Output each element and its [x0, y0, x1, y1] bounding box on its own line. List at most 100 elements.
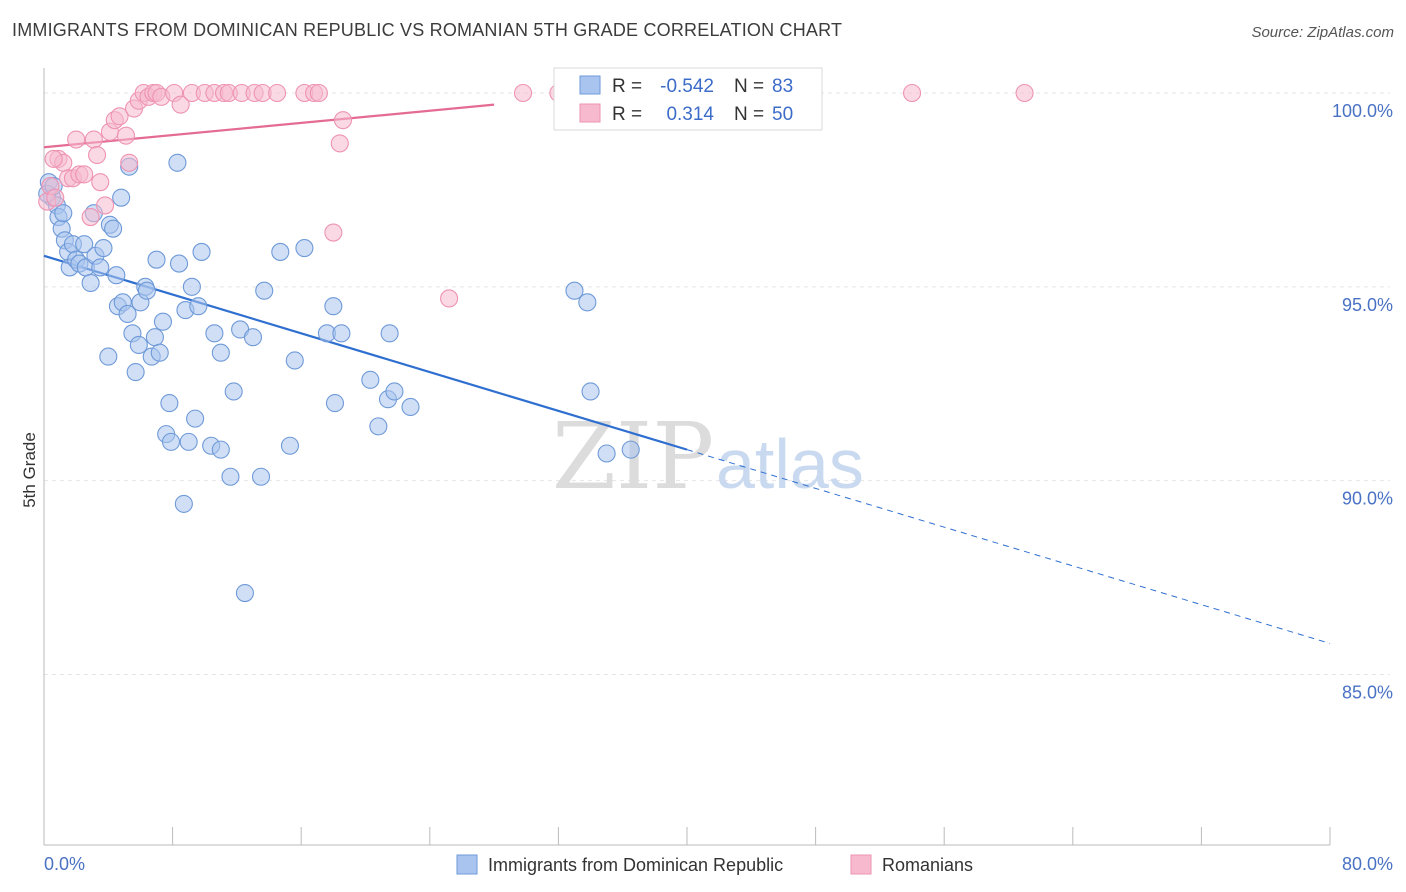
point-romanian	[110, 107, 129, 126]
point-dominican	[224, 382, 243, 401]
point-romanian	[333, 111, 353, 130]
point-dominican	[280, 436, 299, 455]
point-dominican	[361, 370, 380, 389]
point-romanian	[84, 130, 103, 149]
point-dominican	[271, 242, 290, 261]
y-tick-label: 90.0%	[1342, 489, 1393, 509]
point-dominican	[597, 444, 616, 463]
point-dominican	[189, 297, 208, 316]
series-legend-swatch-blue	[456, 854, 478, 875]
point-dominican	[578, 293, 597, 312]
x-tick-label: 80.0%	[1342, 854, 1393, 874]
point-dominican	[129, 335, 148, 355]
point-dominican	[251, 467, 271, 486]
legend-r-label-pink: R =	[612, 104, 642, 125]
point-romanian	[91, 173, 110, 192]
legend-r-value-pink: 0.314	[666, 104, 714, 125]
point-romanian	[81, 207, 100, 227]
point-romanian	[75, 165, 94, 184]
point-romanian	[120, 153, 139, 172]
y-tick-labels: 100.0% 95.0% 90.0% 85.0%	[1332, 101, 1393, 702]
point-romanian	[330, 134, 349, 153]
point-dominican	[126, 363, 145, 382]
point-romanian	[67, 130, 86, 149]
x-tick-labels: 0.0% 80.0%	[44, 854, 1393, 874]
trend-lines	[43, 103, 1331, 644]
point-dominican	[581, 382, 600, 401]
chart-source: Source: ZipAtlas.com	[1251, 24, 1394, 41]
point-dominican	[192, 242, 211, 261]
point-dominican	[221, 467, 240, 486]
point-dominican	[153, 312, 173, 331]
point-romanian	[44, 149, 63, 168]
legend-r-label-blue: R =	[612, 76, 642, 97]
legend-n-value-pink: 50	[772, 104, 793, 125]
data-points	[38, 83, 1034, 603]
chart-title: IMMIGRANTS FROM DOMINICAN REPUBLIC VS RO…	[12, 20, 843, 40]
point-dominican	[54, 204, 73, 223]
point-dominican	[211, 343, 230, 362]
point-dominican	[285, 351, 304, 370]
point-romanian	[46, 188, 65, 207]
legend-n-label-blue: N =	[734, 76, 764, 97]
point-dominican	[169, 254, 189, 273]
x-tick-label: 0.0%	[44, 854, 85, 874]
point-dominican	[182, 277, 201, 296]
point-romanian	[268, 83, 287, 103]
point-dominican	[161, 432, 181, 451]
watermark-atlas: atlas	[716, 425, 864, 503]
point-dominican	[295, 239, 314, 258]
point-dominican	[104, 219, 123, 238]
legend-swatch-pink	[579, 103, 601, 123]
point-romanian	[116, 126, 136, 145]
point-dominican	[137, 281, 156, 300]
point-dominican	[565, 281, 584, 300]
legend-n-label-pink: N =	[734, 104, 764, 125]
point-dominican	[235, 583, 254, 603]
point-dominican	[179, 432, 198, 451]
point-romanian	[171, 95, 190, 114]
point-romanian	[902, 83, 922, 103]
point-dominican	[147, 250, 166, 269]
point-dominican	[186, 409, 205, 428]
y-tick-label: 85.0%	[1342, 682, 1393, 702]
point-dominican	[205, 324, 224, 343]
point-romanian	[440, 289, 459, 308]
point-romanian	[1015, 83, 1034, 103]
y-tick-label: 95.0%	[1342, 295, 1393, 315]
point-romanian	[87, 145, 107, 165]
point-dominican	[99, 347, 118, 366]
series-legend-label-blue: Immigrants from Dominican Republic	[488, 855, 783, 875]
point-romanian	[96, 196, 115, 215]
point-dominican	[324, 297, 343, 316]
point-dominican	[369, 417, 388, 436]
point-dominican	[174, 494, 193, 513]
legend-n-value-blue: 83	[772, 76, 793, 97]
point-dominican	[385, 382, 404, 401]
point-dominican	[160, 394, 179, 413]
y-axis-title: 5th Grade	[20, 432, 39, 508]
series-legend-label-pink: Romanians	[882, 855, 973, 875]
point-dominican	[380, 324, 399, 343]
point-dominican	[150, 343, 169, 362]
series-legend-swatch-pink	[850, 854, 872, 875]
point-dominican	[168, 153, 187, 172]
point-dominican	[401, 397, 420, 417]
correlation-legend: R = -0.542 N = 83 R = 0.314 N = 50	[553, 67, 823, 131]
point-dominican	[107, 266, 126, 285]
point-dominican	[75, 235, 94, 254]
point-dominican	[112, 188, 131, 207]
point-dominican	[621, 440, 640, 459]
point-romanian	[309, 83, 328, 103]
point-dominican	[118, 304, 137, 324]
point-dominican	[81, 273, 100, 292]
y-tick-label: 100.0%	[1332, 101, 1393, 121]
point-dominican	[243, 328, 263, 347]
point-dominican	[94, 239, 113, 258]
point-dominican	[332, 324, 351, 343]
series-legend: Immigrants from Dominican Republic Roman…	[456, 854, 973, 875]
trend-line-extension-dominican	[686, 449, 1331, 644]
point-romanian	[324, 223, 343, 242]
point-romanian	[513, 83, 533, 103]
